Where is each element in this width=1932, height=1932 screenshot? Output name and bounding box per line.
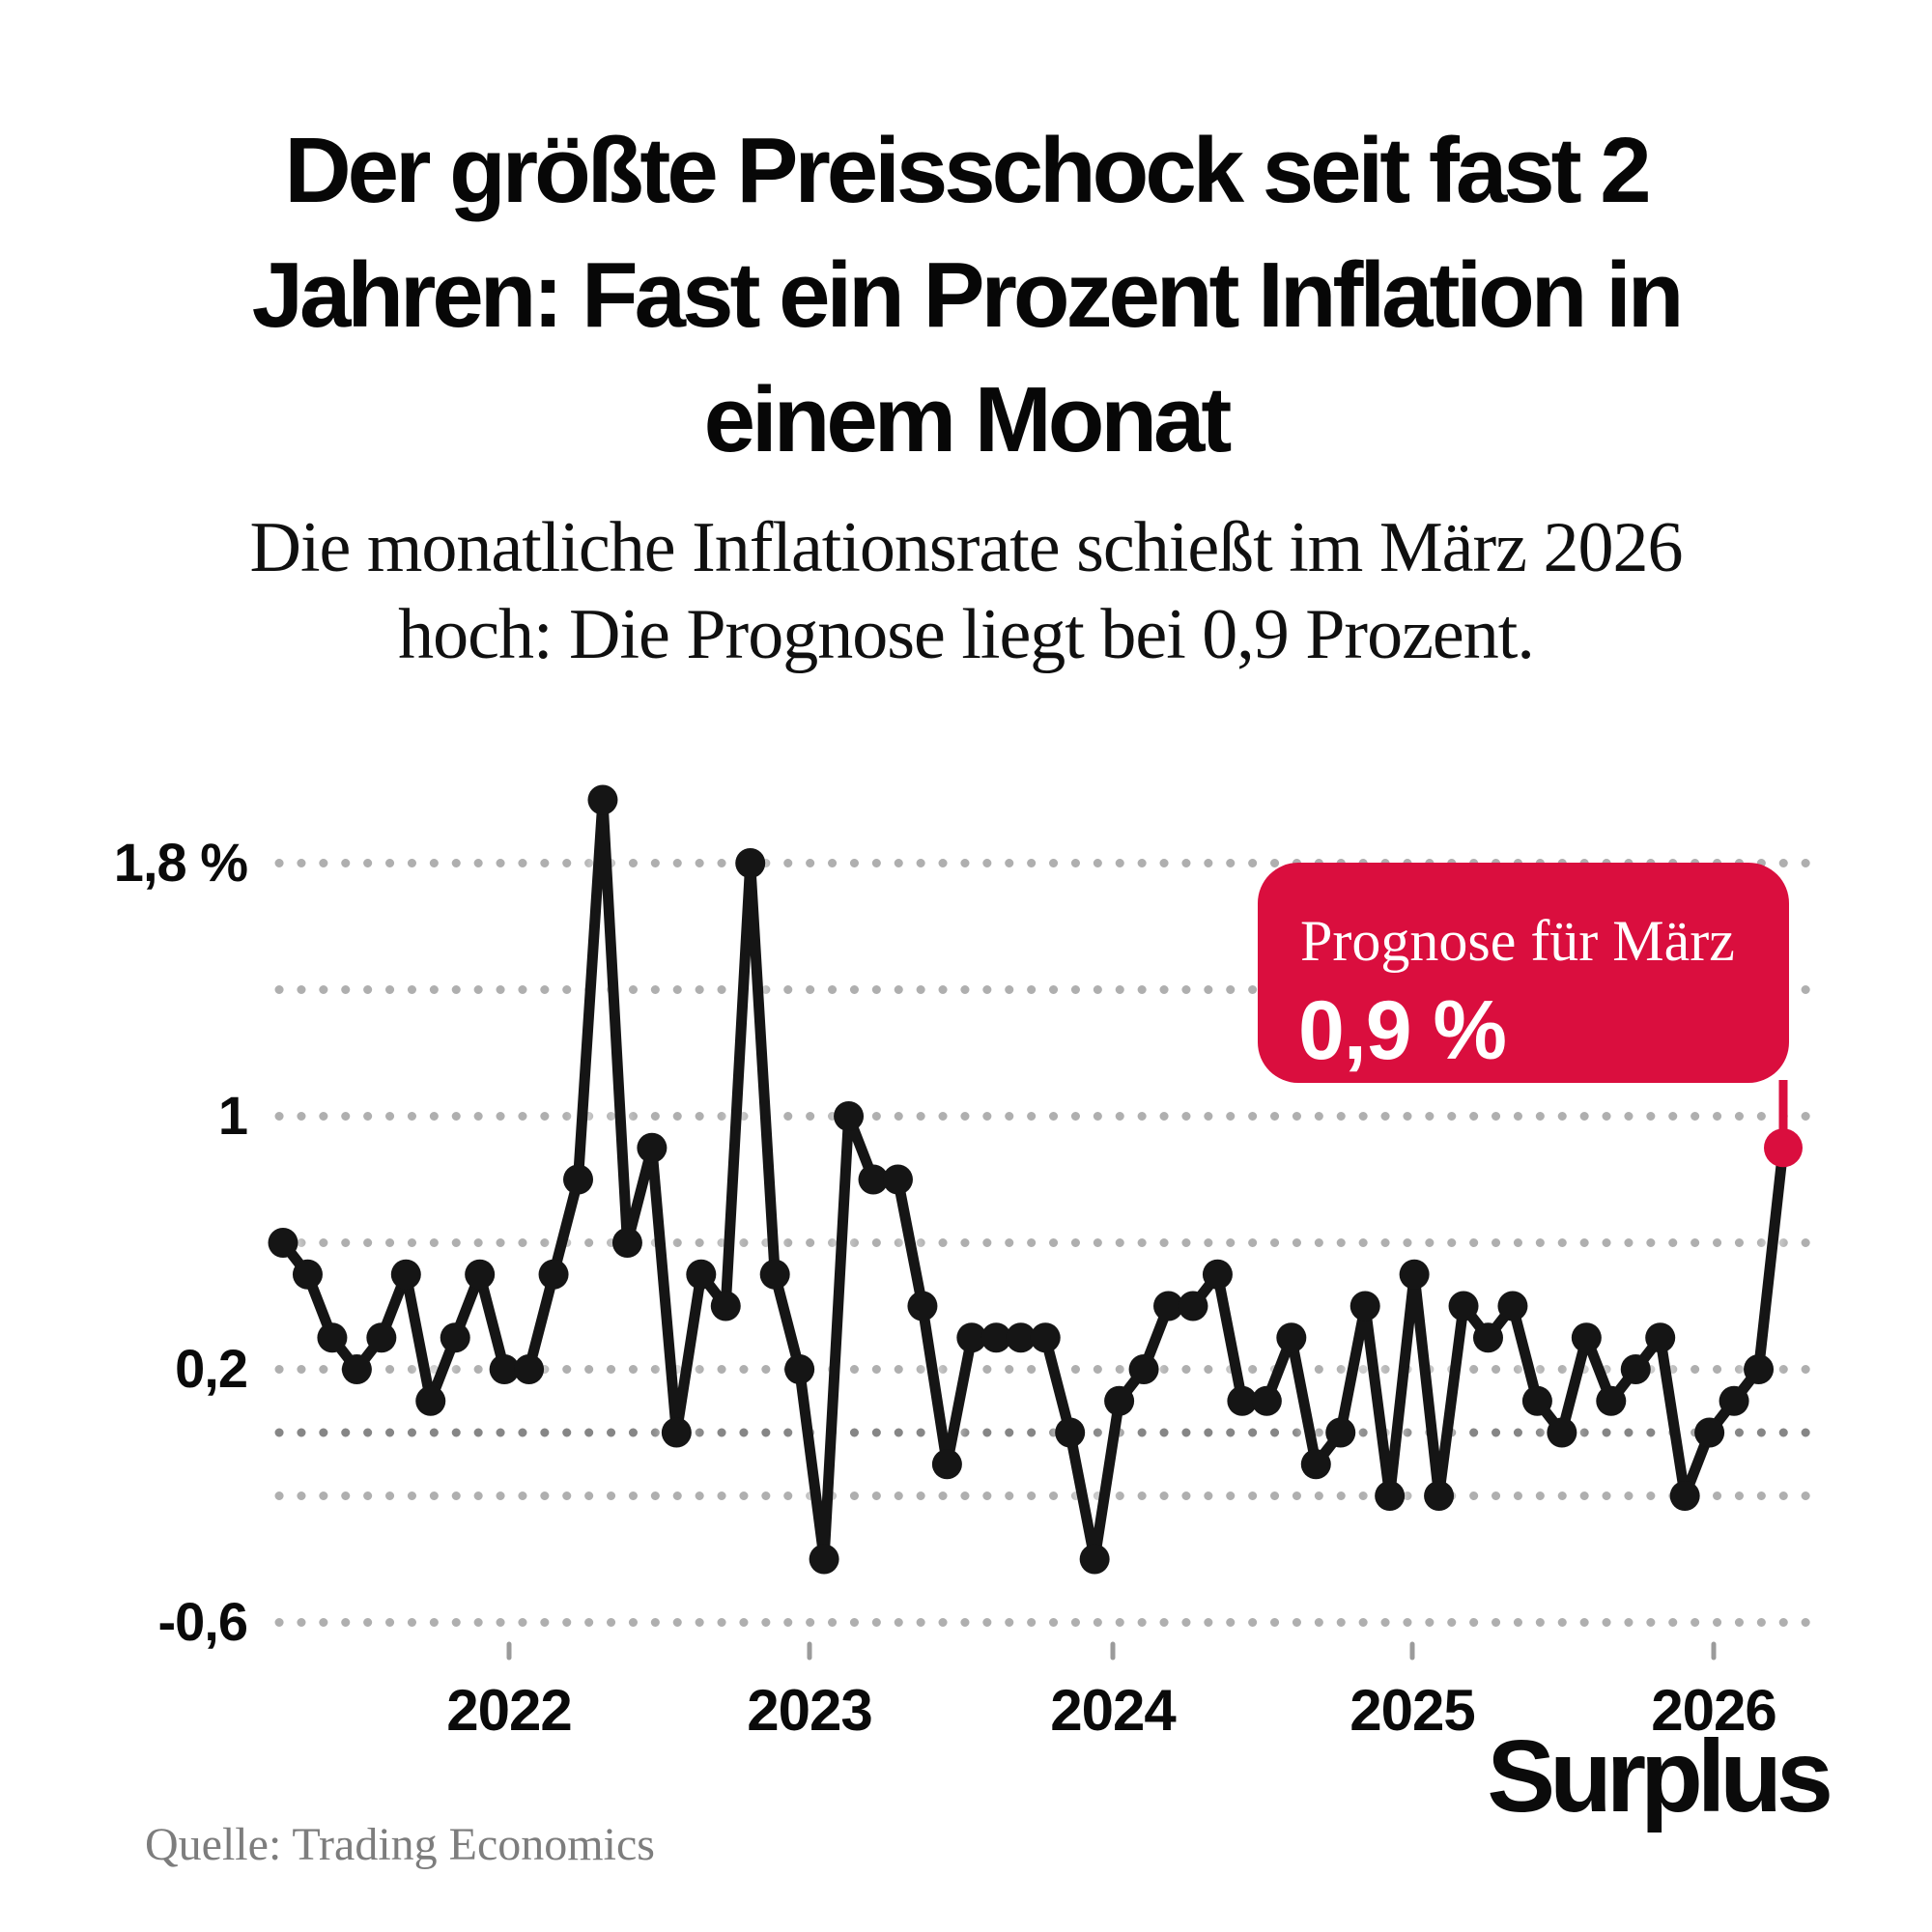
data-point bbox=[489, 1354, 520, 1384]
data-point bbox=[1620, 1354, 1651, 1384]
subtitle-line-2: hoch: Die Prognose liegt bei 0,9 Prozent… bbox=[398, 595, 1535, 674]
data-point bbox=[538, 1259, 569, 1290]
x-tick-label-2023: 2023 bbox=[747, 1678, 871, 1743]
data-series bbox=[268, 784, 1789, 1575]
data-point bbox=[1424, 1481, 1455, 1511]
data-point bbox=[858, 1164, 889, 1195]
data-point bbox=[882, 1164, 913, 1195]
data-point bbox=[317, 1322, 348, 1353]
data-point bbox=[1375, 1481, 1406, 1511]
data-point bbox=[440, 1322, 470, 1353]
data-point bbox=[759, 1259, 790, 1290]
y-tick-label-1: 1 bbox=[218, 1085, 247, 1146]
data-point bbox=[809, 1544, 839, 1575]
callout-label: Prognose für März bbox=[1300, 909, 1735, 973]
data-point bbox=[292, 1259, 323, 1290]
forecast-data-point bbox=[1763, 1128, 1803, 1168]
title-line-2: Jahren: Fast ein Prozent Inflation in bbox=[251, 243, 1685, 347]
data-point bbox=[1521, 1385, 1552, 1416]
data-point bbox=[931, 1449, 962, 1480]
data-point bbox=[415, 1385, 446, 1416]
data-point bbox=[834, 1101, 865, 1131]
data-point bbox=[1104, 1385, 1135, 1416]
data-point bbox=[1669, 1481, 1700, 1511]
data-point bbox=[611, 1228, 642, 1258]
data-point bbox=[465, 1259, 496, 1290]
data-point bbox=[1694, 1417, 1725, 1448]
data-point bbox=[1006, 1322, 1037, 1353]
x-tick-label-2024: 2024 bbox=[1050, 1678, 1177, 1743]
data-point bbox=[1472, 1322, 1503, 1353]
data-point bbox=[1300, 1449, 1331, 1480]
y-tick-label-1-8: 1,8 % bbox=[114, 832, 247, 893]
data-point bbox=[1325, 1417, 1356, 1448]
data-point bbox=[1030, 1322, 1061, 1353]
data-point bbox=[735, 848, 766, 878]
data-point bbox=[784, 1354, 815, 1384]
data-point bbox=[1645, 1322, 1676, 1353]
data-point bbox=[1079, 1544, 1110, 1575]
callout-box bbox=[1258, 863, 1789, 1083]
title-line-3: einem Monat bbox=[703, 368, 1233, 471]
data-point bbox=[1350, 1291, 1380, 1321]
data-point bbox=[1497, 1291, 1528, 1321]
surplus-logo: Surplus bbox=[1487, 1719, 1833, 1833]
subtitle-line-1: Die monatliche Inflationsrate schießt im… bbox=[249, 508, 1684, 587]
data-point bbox=[514, 1354, 545, 1384]
data-point bbox=[341, 1354, 372, 1384]
data-point bbox=[1547, 1417, 1577, 1448]
data-point bbox=[1178, 1291, 1208, 1321]
forecast-marker bbox=[1763, 1080, 1803, 1168]
x-tick-label-2026: 2026 bbox=[1651, 1678, 1776, 1743]
data-point bbox=[587, 784, 618, 815]
data-point bbox=[366, 1322, 397, 1353]
data-point bbox=[907, 1291, 938, 1321]
page-title: Der größte Preisschock seit fast 2 Jahre… bbox=[0, 108, 1932, 482]
data-point bbox=[980, 1322, 1011, 1353]
x-tick-label-2022: 2022 bbox=[446, 1678, 571, 1743]
forecast-callout: Prognose für März 0,9 % bbox=[1258, 863, 1789, 1083]
page-subtitle: Die monatliche Inflationsrate schießt im… bbox=[0, 504, 1932, 678]
data-point bbox=[1128, 1354, 1159, 1384]
data-point bbox=[268, 1228, 298, 1258]
data-point bbox=[1202, 1259, 1233, 1290]
source-credit: Quelle: Trading Economics bbox=[145, 1819, 655, 1870]
data-point bbox=[1251, 1385, 1282, 1416]
y-tick-label-0-2: 0,2 bbox=[175, 1338, 247, 1399]
data-point bbox=[1571, 1322, 1602, 1353]
data-point bbox=[1448, 1291, 1479, 1321]
data-point bbox=[1719, 1385, 1749, 1416]
data-point bbox=[1276, 1322, 1307, 1353]
title-line-1: Der größte Preisschock seit fast 2 bbox=[284, 119, 1651, 222]
x-tick-label-2025: 2025 bbox=[1350, 1678, 1474, 1743]
data-point bbox=[1596, 1385, 1627, 1416]
x-axis-ticks bbox=[506, 1641, 1717, 1661]
callout-value: 0,9 % bbox=[1298, 984, 1506, 1077]
data-point bbox=[956, 1322, 987, 1353]
data-point bbox=[1227, 1385, 1258, 1416]
y-tick-label-m0-6: -0,6 bbox=[158, 1591, 248, 1652]
data-point bbox=[1399, 1259, 1430, 1290]
data-point bbox=[563, 1164, 594, 1195]
data-point bbox=[390, 1259, 421, 1290]
data-point bbox=[1744, 1354, 1775, 1384]
data-point bbox=[661, 1417, 692, 1448]
data-point bbox=[1055, 1417, 1086, 1448]
data-point bbox=[1153, 1291, 1184, 1321]
data-point bbox=[686, 1259, 717, 1290]
data-point bbox=[710, 1291, 741, 1321]
data-point bbox=[637, 1132, 668, 1163]
